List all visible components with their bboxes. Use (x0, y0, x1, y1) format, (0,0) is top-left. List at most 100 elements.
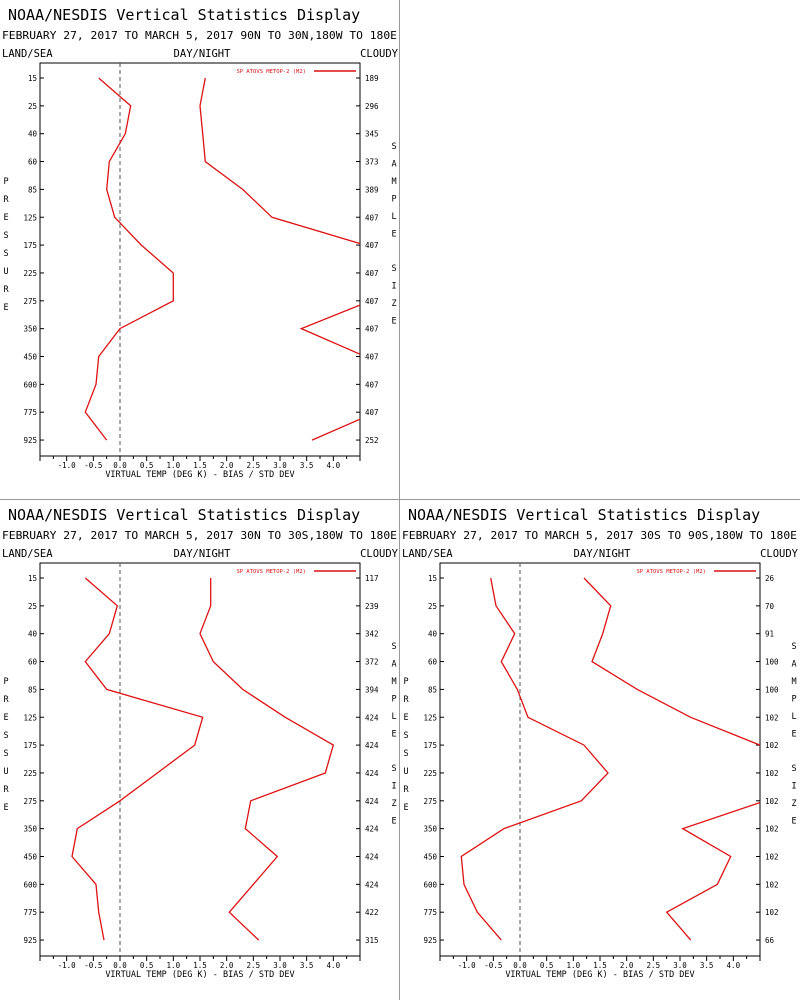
sample-size-label: 100 (765, 658, 779, 667)
right-axis-letter: E (791, 817, 796, 827)
right-axis-letter: M (391, 177, 396, 187)
sample-size-label: 100 (765, 685, 779, 694)
left-axis-letter: E (403, 713, 408, 723)
sample-size-label: 407 (365, 353, 379, 362)
right-axis-letter: M (391, 677, 396, 687)
x-tick-label: 0.5 (540, 961, 554, 970)
pressure-tick-label: 450 (23, 853, 37, 862)
sample-size-label: 407 (365, 213, 379, 222)
sample-size-label: 407 (365, 269, 379, 278)
x-tick-label: 1.5 (593, 961, 607, 970)
pressure-tick-label: 125 (23, 213, 37, 222)
pressure-tick-label: 60 (428, 658, 438, 667)
pressure-tick-label: 225 (23, 269, 37, 278)
left-axis-letter: S (403, 749, 408, 759)
corner-label-left: LAND/SEA (402, 548, 453, 560)
std-dev-line (199, 578, 335, 941)
corner-label-center: DAY/NIGHT (174, 548, 232, 560)
left-axis-letter: S (3, 231, 8, 241)
right-axis-letter: Z (391, 299, 396, 309)
left-axis-letter: E (3, 713, 8, 723)
left-axis-letter: S (3, 249, 8, 259)
bias-line (460, 577, 609, 941)
right-axis-letter: I (391, 282, 396, 292)
pressure-tick-label: 275 (423, 797, 437, 806)
pressure-tick-label: 275 (23, 297, 37, 306)
x-tick-label: 1.0 (167, 961, 181, 970)
pressure-tick-label: 175 (423, 741, 437, 750)
right-axis-letter: E (391, 230, 396, 240)
sample-size-label: 394 (365, 685, 379, 694)
sample-size-label: 102 (765, 908, 779, 917)
x-tick-label: 3.5 (300, 461, 314, 470)
x-tick-label: -1.0 (58, 461, 77, 470)
x-tick-label: -1.0 (58, 961, 77, 970)
right-axis-letter: L (391, 212, 396, 222)
x-tick-label: 0.0 (113, 461, 127, 470)
std-dev-line (665, 801, 760, 941)
legend-label: SP ATOVS METOP-2 (M2) (236, 69, 306, 75)
pressure-tick-label: 225 (23, 769, 37, 778)
pressure-tick-label: 275 (23, 797, 37, 806)
left-axis-letter: R (403, 695, 409, 705)
right-axis-letter: P (391, 695, 396, 705)
x-tick-label: 1.5 (193, 461, 207, 470)
plot-frame (439, 562, 761, 957)
right-axis-letter: P (791, 695, 796, 705)
pressure-tick-label: 25 (28, 602, 37, 611)
chart-subtitle: FEBRUARY 27, 2017 TO MARCH 5, 2017 30S T… (402, 530, 797, 542)
x-tick-label: 2.0 (220, 961, 234, 970)
pressure-tick-label: 60 (28, 158, 38, 167)
pressure-tick-label: 350 (23, 325, 37, 334)
pressure-tick-label: 925 (23, 936, 37, 945)
std-dev-line (311, 418, 360, 441)
sample-size-label: 102 (765, 713, 779, 722)
corner-label-right: CLOUDY (760, 548, 799, 560)
pressure-tick-label: 600 (423, 880, 437, 889)
right-axis-letter: S (791, 764, 796, 774)
pressure-tick-label: 40 (428, 630, 438, 639)
chart-title: NOAA/NESDIS Vertical Statistics Display (8, 506, 360, 524)
right-axis-letter: I (391, 782, 396, 792)
right-axis-letter: I (791, 782, 796, 792)
chart-title: NOAA/NESDIS Vertical Statistics Display (8, 6, 360, 24)
sample-size-label: 389 (365, 185, 379, 194)
sample-size-label: 26 (765, 574, 775, 583)
right-axis-letter: L (791, 712, 796, 722)
pressure-tick-label: 40 (28, 130, 38, 139)
plot-frame (39, 62, 361, 457)
right-axis-letter: Z (391, 799, 396, 809)
x-tick-label: -1.0 (458, 961, 477, 970)
sample-size-label: 102 (765, 769, 779, 778)
left-axis-letter: U (3, 267, 8, 277)
x-tick-label: 3.5 (300, 961, 314, 970)
right-axis-letter: S (391, 764, 396, 774)
left-axis-letter: E (403, 803, 408, 813)
left-axis-letter: E (3, 213, 8, 223)
legend-label: SP ATOVS METOP-2 (M2) (636, 569, 706, 575)
corner-label-right: CLOUDY (360, 48, 399, 60)
sample-size-label: 407 (365, 241, 379, 250)
right-axis-letter: E (791, 730, 796, 740)
corner-label-left: LAND/SEA (2, 48, 53, 60)
right-axis-letter: P (391, 195, 396, 205)
pressure-tick-label: 450 (23, 353, 37, 362)
pressure-tick-label: 40 (28, 630, 38, 639)
pressure-tick-label: 60 (28, 658, 38, 667)
x-tick-label: 2.5 (647, 961, 661, 970)
sample-size-label: 117 (365, 574, 379, 583)
sample-size-label: 102 (765, 741, 779, 750)
right-axis-letter: M (791, 677, 796, 687)
pressure-tick-label: 25 (428, 602, 437, 611)
bias-line (84, 77, 174, 441)
sample-size-label: 345 (365, 130, 379, 139)
sample-size-label: 424 (365, 880, 379, 889)
left-axis-letter: R (403, 785, 409, 795)
x-tick-label: 2.0 (220, 461, 234, 470)
sample-size-label: 252 (365, 436, 379, 445)
pressure-tick-label: 15 (28, 74, 37, 83)
right-axis-letter: Z (791, 799, 796, 809)
sample-size-label: 422 (365, 908, 379, 917)
pressure-tick-label: 775 (23, 408, 37, 417)
x-tick-label: 0.5 (140, 961, 154, 970)
